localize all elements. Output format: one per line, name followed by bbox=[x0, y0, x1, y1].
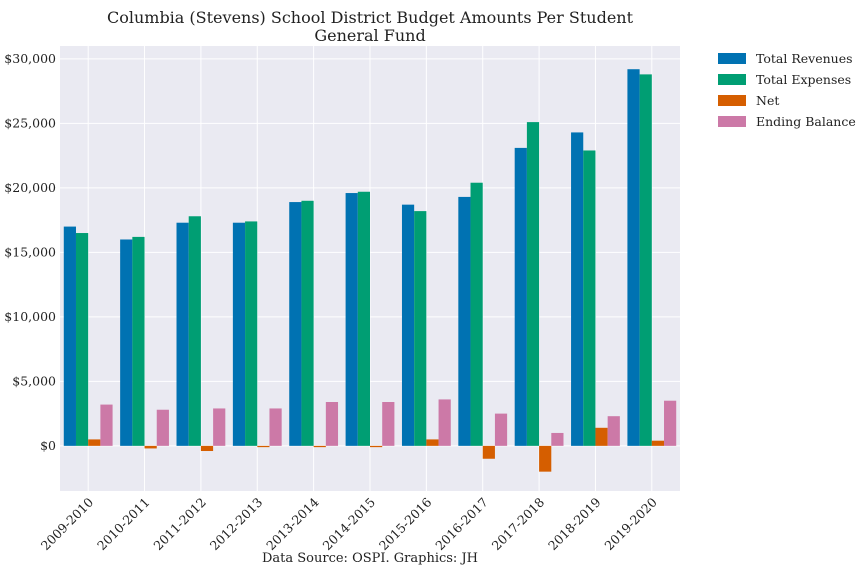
bar-net bbox=[144, 445, 157, 449]
bar-total-revenues bbox=[401, 204, 415, 446]
bar-total-revenues bbox=[345, 193, 358, 446]
x-tick-label: 2015-2016 bbox=[376, 494, 435, 553]
data-source-note: Data Source: OSPI. Graphics: JH bbox=[262, 551, 478, 566]
bar-total-revenues bbox=[458, 196, 471, 446]
x-tick-label: 2017-2018 bbox=[489, 494, 548, 553]
bar-net bbox=[313, 445, 326, 448]
x-tick-label: 2010-2011 bbox=[94, 495, 153, 554]
bar-ending-balance bbox=[269, 408, 282, 446]
bar-net bbox=[651, 440, 665, 446]
bar-net bbox=[426, 439, 439, 446]
y-tick-label: $20,000 bbox=[4, 180, 56, 195]
bar-net bbox=[200, 445, 214, 452]
bar-total-revenues bbox=[571, 132, 584, 446]
legend-swatch bbox=[718, 53, 746, 64]
bar-ending-balance bbox=[438, 399, 451, 446]
legend-label: Total Expenses bbox=[756, 72, 851, 87]
bar-ending-balance bbox=[325, 402, 339, 446]
legend-label: Net bbox=[756, 93, 779, 108]
bar-total-expenses bbox=[132, 236, 145, 446]
chart-subtitle: General Fund bbox=[314, 26, 425, 45]
bar-total-expenses bbox=[75, 233, 89, 446]
legend-label: Ending Balance bbox=[756, 114, 856, 129]
bar-total-expenses bbox=[526, 122, 540, 446]
bar-total-expenses bbox=[639, 74, 652, 446]
bars-group bbox=[63, 69, 677, 472]
bar-total-revenues bbox=[627, 69, 640, 446]
y-tick-label: $25,000 bbox=[4, 115, 56, 130]
bar-ending-balance bbox=[156, 409, 169, 446]
bar-net bbox=[595, 427, 608, 446]
y-tick-label: $15,000 bbox=[4, 244, 56, 259]
bar-net bbox=[370, 445, 383, 448]
bar-total-expenses bbox=[245, 221, 258, 446]
bar-ending-balance bbox=[664, 400, 677, 446]
bar-ending-balance bbox=[551, 432, 564, 446]
legend-swatch bbox=[718, 74, 746, 85]
bar-total-expenses bbox=[583, 150, 596, 446]
x-tick-label: 2018-2019 bbox=[545, 494, 604, 553]
bar-total-expenses bbox=[188, 216, 201, 446]
bar-ending-balance bbox=[494, 413, 508, 446]
bar-total-expenses bbox=[414, 211, 427, 446]
bar-total-expenses bbox=[357, 191, 370, 446]
bar-total-revenues bbox=[120, 239, 133, 446]
x-tick-label: 2016-2017 bbox=[432, 494, 491, 553]
y-tick-label: $30,000 bbox=[4, 51, 56, 66]
y-tick-label: $10,000 bbox=[4, 309, 56, 324]
bar-total-revenues bbox=[232, 222, 246, 446]
x-axis-ticks: 2009-20102010-20112011-20122012-20132013… bbox=[38, 494, 660, 553]
legend-label: Total Revenues bbox=[756, 51, 853, 66]
x-tick-label: 2012-2013 bbox=[207, 494, 266, 553]
y-tick-label: $0 bbox=[40, 438, 56, 453]
y-axis-ticks: $0 $5,000 $10,000 $15,000 $20,000 $25,000 $30,… bbox=[4, 51, 56, 453]
legend-swatch bbox=[718, 116, 746, 127]
bar-total-revenues bbox=[63, 226, 76, 446]
bar-net bbox=[482, 445, 495, 459]
bar-total-expenses bbox=[301, 200, 314, 446]
bar-ending-balance bbox=[100, 404, 113, 446]
bar-net bbox=[257, 445, 270, 448]
legend: Total Revenues Total Expenses Net Ending Ba… bbox=[718, 51, 856, 129]
bar-ending-balance bbox=[213, 408, 226, 446]
bar-ending-balance bbox=[607, 416, 620, 446]
bar-total-expenses bbox=[470, 182, 483, 446]
x-tick-label: 2014-2015 bbox=[320, 495, 379, 554]
x-tick-label: 2019-2020 bbox=[601, 494, 660, 553]
bar-total-revenues bbox=[289, 202, 302, 446]
bar-total-revenues bbox=[176, 222, 189, 446]
bar-total-revenues bbox=[514, 147, 527, 446]
x-tick-label: 2009-2010 bbox=[38, 494, 97, 553]
bar-net bbox=[88, 439, 101, 446]
x-tick-label: 2011-2012 bbox=[150, 495, 209, 554]
bar-net bbox=[539, 445, 552, 472]
bar-ending-balance bbox=[382, 402, 395, 446]
legend-swatch bbox=[718, 95, 746, 106]
chart-title: Columbia (Stevens) School District Budge… bbox=[107, 8, 634, 27]
y-tick-label: $5,000 bbox=[12, 373, 56, 388]
x-tick-label: 2013-2014 bbox=[263, 494, 322, 553]
